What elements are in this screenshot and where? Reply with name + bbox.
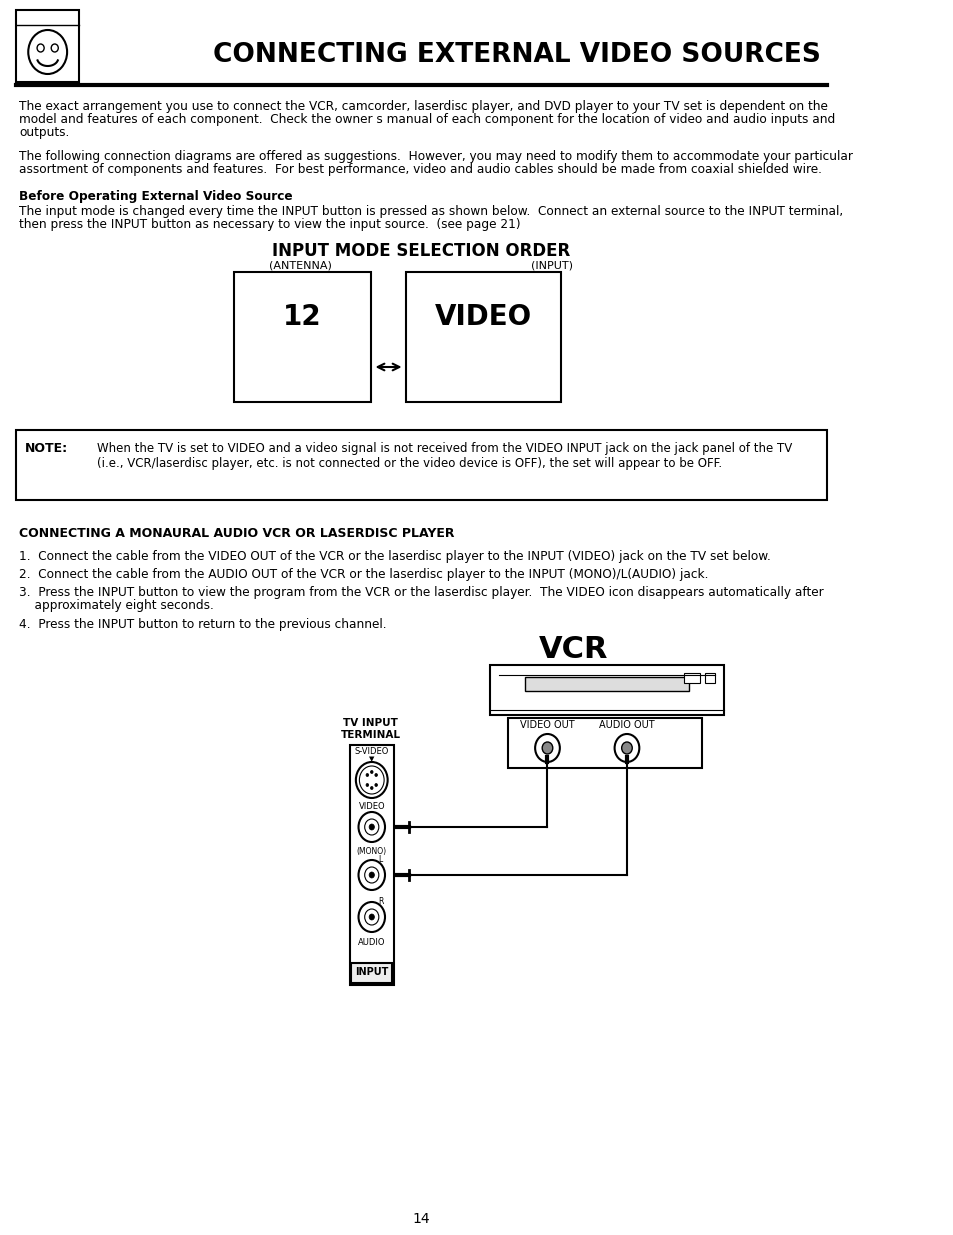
Text: (INPUT): (INPUT) — [531, 261, 573, 270]
Circle shape — [621, 742, 632, 755]
Circle shape — [369, 914, 374, 920]
Text: L: L — [378, 855, 382, 864]
Bar — [490, 664, 723, 715]
Circle shape — [375, 783, 377, 787]
Bar — [406, 272, 560, 403]
Text: AUDIO: AUDIO — [357, 939, 385, 947]
Circle shape — [364, 819, 378, 835]
Bar — [233, 272, 371, 403]
Text: 14: 14 — [412, 1212, 430, 1226]
Text: 3.  Press the INPUT button to view the program from the VCR or the laserdisc pla: 3. Press the INPUT button to view the pr… — [19, 585, 823, 599]
Circle shape — [364, 867, 378, 883]
Circle shape — [541, 742, 552, 755]
Text: When the TV is set to VIDEO and a video signal is not received from the VIDEO IN: When the TV is set to VIDEO and a video … — [97, 442, 792, 454]
Circle shape — [369, 872, 374, 878]
Circle shape — [370, 771, 373, 773]
Text: CONNECTING A MONAURAL AUDIO VCR OR LASERDISC PLAYER: CONNECTING A MONAURAL AUDIO VCR OR LASER… — [19, 527, 455, 540]
Circle shape — [369, 824, 374, 830]
Circle shape — [358, 902, 385, 932]
Bar — [351, 963, 392, 983]
Text: The input mode is changed every time the INPUT button is pressed as shown below.: The input mode is changed every time the… — [19, 205, 842, 219]
Circle shape — [535, 734, 559, 762]
Text: then press the INPUT button as necessary to view the input source.  (see page 21: then press the INPUT button as necessary… — [19, 219, 520, 231]
Bar — [16, 430, 825, 500]
Text: CONNECTING EXTERNAL VIDEO SOURCES: CONNECTING EXTERNAL VIDEO SOURCES — [213, 42, 821, 68]
Circle shape — [37, 44, 44, 52]
Circle shape — [370, 787, 373, 789]
Bar — [525, 677, 688, 692]
Circle shape — [614, 734, 639, 762]
Text: model and features of each component.  Check the owner s manual of each componen: model and features of each component. Ch… — [19, 112, 835, 126]
Text: 2.  Connect the cable from the AUDIO OUT of the VCR or the laserdisc player to t: 2. Connect the cable from the AUDIO OUT … — [19, 568, 708, 580]
Circle shape — [358, 860, 385, 890]
Text: (i.e., VCR/laserdisc player, etc. is not connected or the video device is OFF), : (i.e., VCR/laserdisc player, etc. is not… — [97, 457, 721, 471]
Text: VIDEO: VIDEO — [434, 303, 531, 331]
Circle shape — [359, 766, 384, 794]
Text: assortment of components and features.  For best performance, video and audio ca: assortment of components and features. F… — [19, 163, 821, 177]
Text: (MONO): (MONO) — [356, 847, 386, 856]
Text: The following connection diagrams are offered as suggestions.  However, you may : The following connection diagrams are of… — [19, 149, 852, 163]
Circle shape — [355, 762, 387, 798]
Text: VIDEO OUT: VIDEO OUT — [519, 720, 575, 730]
Circle shape — [366, 773, 368, 777]
Text: outputs.: outputs. — [19, 126, 70, 140]
Circle shape — [358, 811, 385, 842]
Bar — [507, 718, 701, 768]
Circle shape — [51, 44, 58, 52]
Circle shape — [29, 30, 67, 74]
Bar — [16, 10, 79, 82]
Circle shape — [375, 773, 377, 777]
Text: INPUT MODE SELECTION ORDER: INPUT MODE SELECTION ORDER — [272, 242, 570, 261]
Bar — [350, 745, 394, 986]
Text: AUDIO OUT: AUDIO OUT — [598, 720, 654, 730]
Circle shape — [364, 909, 378, 925]
Text: approximately eight seconds.: approximately eight seconds. — [19, 599, 214, 613]
Bar — [683, 673, 700, 683]
Text: TERMINAL: TERMINAL — [340, 730, 400, 740]
Text: Before Operating External Video Source: Before Operating External Video Source — [19, 190, 293, 203]
Text: NOTE:: NOTE: — [25, 442, 68, 454]
Text: R: R — [377, 897, 383, 906]
Text: S-VIDEO: S-VIDEO — [355, 747, 389, 756]
Text: ▼: ▼ — [369, 756, 375, 762]
Text: VCR: VCR — [538, 635, 608, 664]
Text: (ANTENNA): (ANTENNA) — [269, 261, 332, 270]
Circle shape — [366, 783, 368, 787]
Text: The exact arrangement you use to connect the VCR, camcorder, laserdisc player, a: The exact arrangement you use to connect… — [19, 100, 827, 112]
Text: 12: 12 — [282, 303, 321, 331]
Bar — [704, 673, 715, 683]
Text: INPUT: INPUT — [355, 967, 388, 977]
Text: TV INPUT: TV INPUT — [343, 718, 398, 727]
Text: 4.  Press the INPUT button to return to the previous channel.: 4. Press the INPUT button to return to t… — [19, 618, 387, 631]
Text: VIDEO: VIDEO — [358, 802, 385, 811]
Text: 1.  Connect the cable from the VIDEO OUT of the VCR or the laserdisc player to t: 1. Connect the cable from the VIDEO OUT … — [19, 550, 770, 563]
